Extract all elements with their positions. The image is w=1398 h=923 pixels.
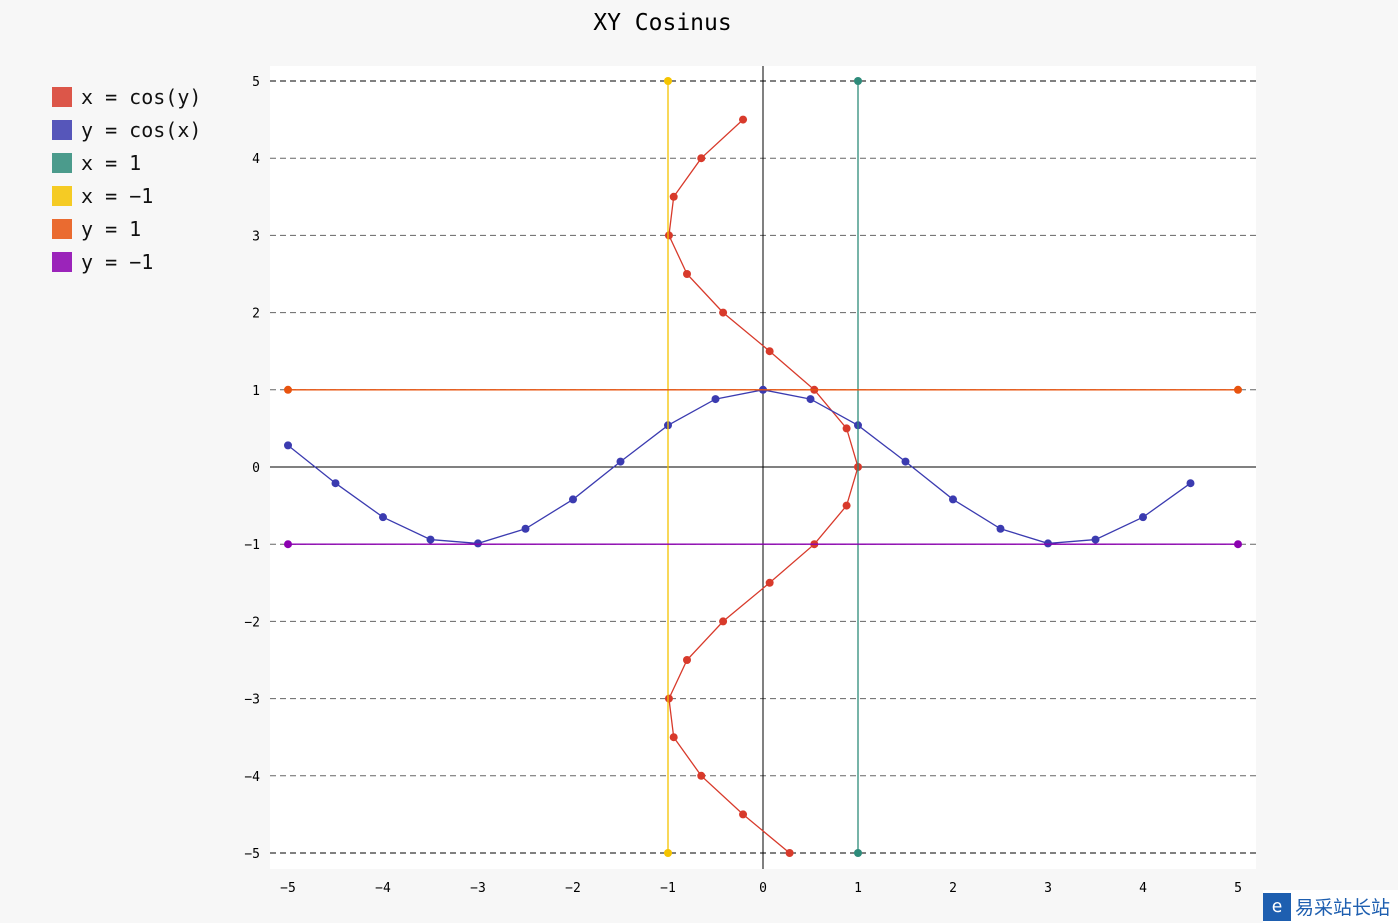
x-tick-label: −3 bbox=[470, 881, 486, 896]
legend-swatch bbox=[52, 251, 72, 272]
data-point-0 bbox=[739, 115, 748, 124]
e-logo-icon: e bbox=[1263, 892, 1291, 921]
legend-item[interactable]: x = 1 bbox=[52, 146, 201, 179]
data-point-0 bbox=[697, 154, 706, 163]
legend-swatch bbox=[52, 152, 72, 173]
x-tick-label: −2 bbox=[565, 881, 581, 896]
data-point-0 bbox=[683, 656, 691, 664]
legend-item[interactable]: y = 1 bbox=[52, 212, 201, 245]
legend-item[interactable]: x = cos(y) bbox=[52, 80, 201, 113]
data-point-2 bbox=[854, 849, 862, 857]
data-point-5 bbox=[1234, 540, 1242, 549]
data-point-0 bbox=[785, 849, 794, 857]
data-point-0 bbox=[664, 231, 673, 240]
data-point-1 bbox=[806, 395, 815, 404]
data-point-0 bbox=[669, 733, 678, 742]
legend-item[interactable]: y = −1 bbox=[52, 245, 201, 278]
y-tick-label: 4 bbox=[252, 152, 260, 167]
data-point-5 bbox=[284, 540, 292, 549]
data-point-1 bbox=[1044, 539, 1052, 548]
y-tick-label: −2 bbox=[244, 615, 260, 630]
x-tick-label: 0 bbox=[759, 881, 767, 896]
x-tick-label: −1 bbox=[660, 881, 676, 896]
x-tick-label: 1 bbox=[854, 881, 862, 896]
data-point-0 bbox=[719, 308, 728, 317]
legend-swatch bbox=[52, 86, 72, 107]
legend-label: x = 1 bbox=[81, 150, 142, 175]
y-tick-label: 2 bbox=[252, 307, 260, 322]
series-line-1 bbox=[287, 389, 1191, 545]
chart-title: XY Cosinus bbox=[593, 10, 732, 36]
data-point-0 bbox=[664, 694, 673, 703]
x-tick-label: 3 bbox=[1044, 881, 1052, 896]
legend: x = cos(y) y = cos(x) x = 1 x = −1 y = 1 y = … bbox=[52, 80, 201, 278]
watermark-logo: e 易采站长站 bbox=[1263, 890, 1398, 923]
data-point-3 bbox=[664, 77, 672, 85]
data-point-1 bbox=[949, 495, 957, 504]
data-point-3 bbox=[664, 849, 672, 857]
legend-label: x = cos(y) bbox=[81, 84, 202, 109]
x-tick-label: 5 bbox=[1234, 881, 1242, 896]
legend-swatch bbox=[52, 119, 72, 140]
data-point-1 bbox=[426, 535, 435, 544]
legend-swatch bbox=[52, 185, 72, 206]
data-point-1 bbox=[331, 479, 340, 488]
data-point-1 bbox=[711, 395, 720, 404]
data-point-1 bbox=[1186, 479, 1195, 488]
data-point-0 bbox=[842, 501, 851, 510]
series-line-0 bbox=[668, 119, 859, 854]
y-tick-label: −3 bbox=[244, 693, 260, 708]
y-tick-label: −5 bbox=[244, 847, 260, 862]
legend-swatch bbox=[52, 218, 72, 239]
watermark-text: 易采站长站 bbox=[1295, 897, 1391, 919]
x-tick-label: 2 bbox=[949, 881, 957, 896]
data-point-1 bbox=[901, 457, 910, 466]
data-point-4 bbox=[284, 385, 292, 394]
data-point-4 bbox=[1234, 385, 1242, 394]
data-point-0 bbox=[765, 347, 774, 356]
y-tick-label: −1 bbox=[244, 538, 260, 553]
y-tick-label: 5 bbox=[252, 75, 260, 90]
data-point-0 bbox=[842, 424, 851, 433]
legend-item[interactable]: x = −1 bbox=[52, 179, 201, 212]
data-point-1 bbox=[1139, 513, 1147, 522]
data-point-0 bbox=[765, 578, 774, 587]
x-tick-label: 4 bbox=[1139, 881, 1147, 896]
x-tick-label: −4 bbox=[375, 881, 391, 896]
data-point-0 bbox=[697, 771, 706, 780]
data-point-1 bbox=[521, 524, 530, 533]
data-point-1 bbox=[1091, 535, 1100, 544]
y-tick-label: 0 bbox=[252, 461, 260, 476]
legend-label: y = cos(x) bbox=[81, 117, 202, 142]
y-tick-label: 3 bbox=[252, 229, 260, 244]
data-point-0 bbox=[739, 810, 748, 819]
y-tick-label: −4 bbox=[244, 770, 260, 785]
data-point-1 bbox=[616, 457, 625, 466]
legend-label: y = −1 bbox=[81, 249, 154, 274]
data-point-1 bbox=[379, 513, 387, 522]
data-point-1 bbox=[284, 441, 292, 450]
data-point-0 bbox=[719, 617, 728, 626]
legend-label: x = −1 bbox=[81, 183, 154, 208]
data-point-1 bbox=[474, 539, 482, 548]
data-point-1 bbox=[996, 524, 1005, 533]
y-tick-label: 1 bbox=[252, 384, 260, 399]
legend-item[interactable]: y = cos(x) bbox=[52, 113, 201, 146]
data-point-2 bbox=[854, 77, 862, 85]
x-tick-label: −5 bbox=[280, 881, 296, 896]
data-point-0 bbox=[683, 270, 691, 278]
data-point-1 bbox=[569, 495, 577, 504]
data-point-0 bbox=[669, 192, 678, 201]
legend-label: y = 1 bbox=[81, 216, 142, 241]
